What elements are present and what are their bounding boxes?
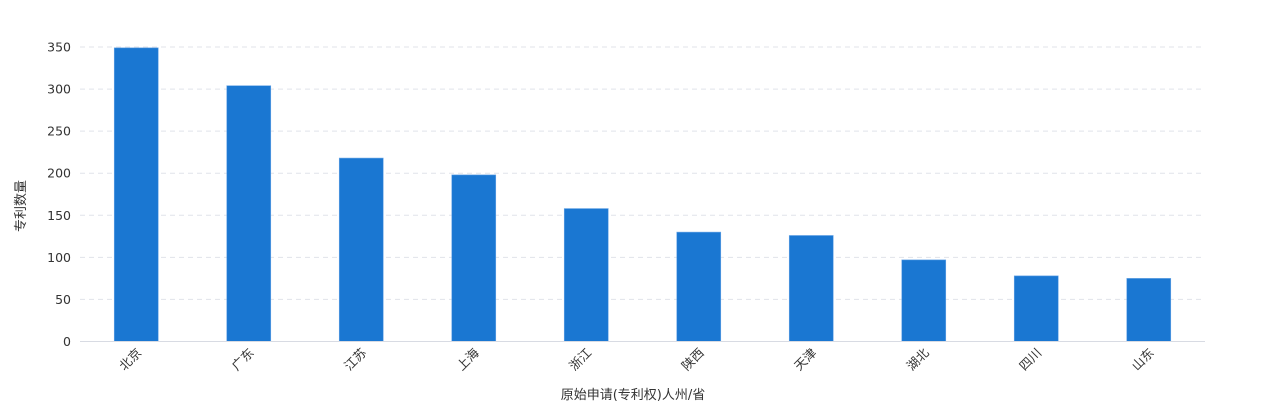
x-tick-label: 北京 <box>116 345 144 373</box>
bar[interactable] <box>1127 278 1171 341</box>
bar[interactable] <box>339 158 383 341</box>
x-axis-title: 原始申请(专利权)人州/省 <box>561 387 706 403</box>
y-tick-label: 100 <box>47 250 71 265</box>
y-axis-title: 专利数量 <box>14 180 29 232</box>
y-tick-label: 50 <box>55 292 71 307</box>
x-tick-label: 上海 <box>454 345 483 374</box>
bar[interactable] <box>452 175 496 342</box>
y-tick-label: 350 <box>47 40 71 55</box>
bar[interactable] <box>789 235 833 341</box>
y-tick-label: 200 <box>47 166 71 181</box>
y-tick-label: 300 <box>47 82 71 97</box>
x-tick-label: 天津 <box>791 345 819 373</box>
x-tick-label: 广东 <box>229 345 257 373</box>
bar[interactable] <box>564 209 608 342</box>
y-tick-label: 250 <box>47 124 71 139</box>
x-tick-label: 湖北 <box>904 345 933 374</box>
y-tick-labels: 0 50 100 150 200 250 300 350 <box>47 40 71 350</box>
bar[interactable] <box>227 86 271 342</box>
x-tick-label: 四川 <box>1016 345 1044 373</box>
y-tick-label: 150 <box>47 208 71 223</box>
bar[interactable] <box>1014 276 1058 342</box>
x-tick-label: 江苏 <box>341 345 369 373</box>
bar-chart: 0 50 100 150 200 250 300 350 北京 广东 江苏 上海 浙江 陕西 天津 湖北 四川… <box>0 0 1267 410</box>
bars <box>114 48 1171 342</box>
y-tick-label: 0 <box>63 334 71 349</box>
bar[interactable] <box>114 48 158 342</box>
x-tick-label: 陕西 <box>679 345 707 373</box>
bar[interactable] <box>677 232 721 341</box>
x-tick-labels: 北京 广东 江苏 上海 浙江 陕西 天津 湖北 四川 山东 <box>116 345 1157 374</box>
x-tick-label: 山东 <box>1129 345 1157 373</box>
x-tick-label: 浙江 <box>566 345 594 373</box>
bar[interactable] <box>902 260 946 342</box>
